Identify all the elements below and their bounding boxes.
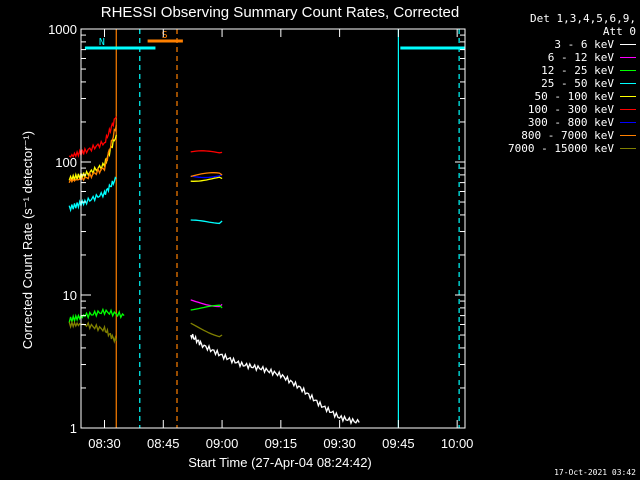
series-line-7-1 — [190, 172, 223, 178]
legend-label: 800 - 7000 keV — [521, 129, 614, 142]
x-tick-label-6: 10:00 — [441, 436, 474, 451]
series-line-2-0 — [68, 307, 125, 324]
legend-entry-1: 6 - 12 keV — [478, 51, 636, 64]
legend-swatch — [620, 70, 636, 71]
series-line-5-0 — [68, 116, 117, 159]
flag-label-0: S — [162, 30, 168, 41]
legend-entry-7: 800 - 7000 keV — [478, 129, 636, 142]
series-line-0-0 — [190, 333, 360, 426]
legend-header-line-2: Att 0 — [602, 25, 636, 38]
legend-swatch — [620, 83, 636, 84]
x-tick-label-4: 09:30 — [323, 436, 356, 451]
series-line-4-1 — [190, 176, 223, 182]
series-line-3-1 — [190, 219, 223, 225]
legend-entry-8: 7000 - 15000 keV — [478, 142, 636, 155]
legend-label: 100 - 300 keV — [527, 103, 614, 116]
legend-label: 50 - 100 keV — [534, 90, 614, 103]
legend-label: 12 - 25 keV — [541, 64, 614, 77]
y-tick-label-1: 10 — [63, 288, 77, 303]
series-line-1-0 — [190, 299, 223, 308]
series-line-3-0 — [68, 176, 117, 213]
legend: Det 1,3,4,5,6,9, Att 0 3 - 6 keV 6 - 12 k… — [478, 12, 636, 155]
legend-entry-3: 25 - 50 keV — [478, 77, 636, 90]
footer-date: 17-Oct-2021 03:42 — [554, 468, 636, 477]
x-axis-label: Start Time (27-Apr-04 08:24:42) — [188, 455, 372, 470]
legend-entry-4: 50 - 100 keV — [478, 90, 636, 103]
x-tick-label-2: 09:00 — [206, 436, 239, 451]
x-axis: 08:30 08:45 09:00 09:15 09:30 09:45 10:00 — [88, 29, 473, 451]
series-line-6-0 — [190, 174, 223, 179]
legend-entry-2: 12 - 25 keV — [478, 64, 636, 77]
legend-entry-0: 3 - 6 keV — [478, 38, 636, 51]
y-axis-label: Corrected Count Rate (s⁻¹ detector⁻¹) — [20, 131, 35, 349]
series-line-2-1 — [190, 304, 223, 311]
legend-swatch — [620, 109, 636, 110]
series-line-8-0 — [68, 320, 117, 344]
legend-label: 300 - 800 keV — [527, 116, 614, 129]
legend-label: 7000 - 15000 keV — [508, 142, 614, 155]
x-tick-label-5: 09:45 — [382, 436, 415, 451]
x-tick-label-3: 09:15 — [265, 436, 298, 451]
x-tick-label-1: 08:45 — [147, 436, 180, 451]
legend-swatch — [620, 135, 636, 136]
series-line-7-0 — [68, 124, 117, 184]
x-tick-label-0: 08:30 — [88, 436, 121, 451]
y-tick-label-0: 1 — [70, 421, 77, 436]
flag-label-1: N — [99, 37, 105, 48]
y-tick-label-3: 1000 — [48, 22, 77, 37]
legend-swatch — [620, 44, 636, 45]
y-axis: 1 10 100 1000 — [48, 22, 465, 436]
legend-label: 6 - 12 keV — [547, 51, 614, 64]
legend-entry-6: 300 - 800 keV — [478, 116, 636, 129]
legend-swatch — [620, 148, 636, 149]
legend-label: 25 - 50 keV — [541, 77, 614, 90]
series-line-8-1 — [190, 322, 223, 338]
legend-swatch — [620, 57, 636, 58]
legend-swatch — [620, 96, 636, 97]
legend-entry-5: 100 - 300 keV — [478, 103, 636, 116]
legend-header-line-1: Det 1,3,4,5,6,9, — [530, 12, 636, 25]
legend-label: 3 - 6 keV — [554, 38, 614, 51]
y-tick-label-2: 100 — [55, 155, 77, 170]
legend-swatch — [620, 122, 636, 123]
chart-title: RHESSI Observing Summary Count Rates, Co… — [101, 4, 459, 21]
series-line-5-1 — [190, 150, 223, 154]
plot-frame — [80, 28, 466, 429]
plot-area: SN — [68, 29, 465, 428]
